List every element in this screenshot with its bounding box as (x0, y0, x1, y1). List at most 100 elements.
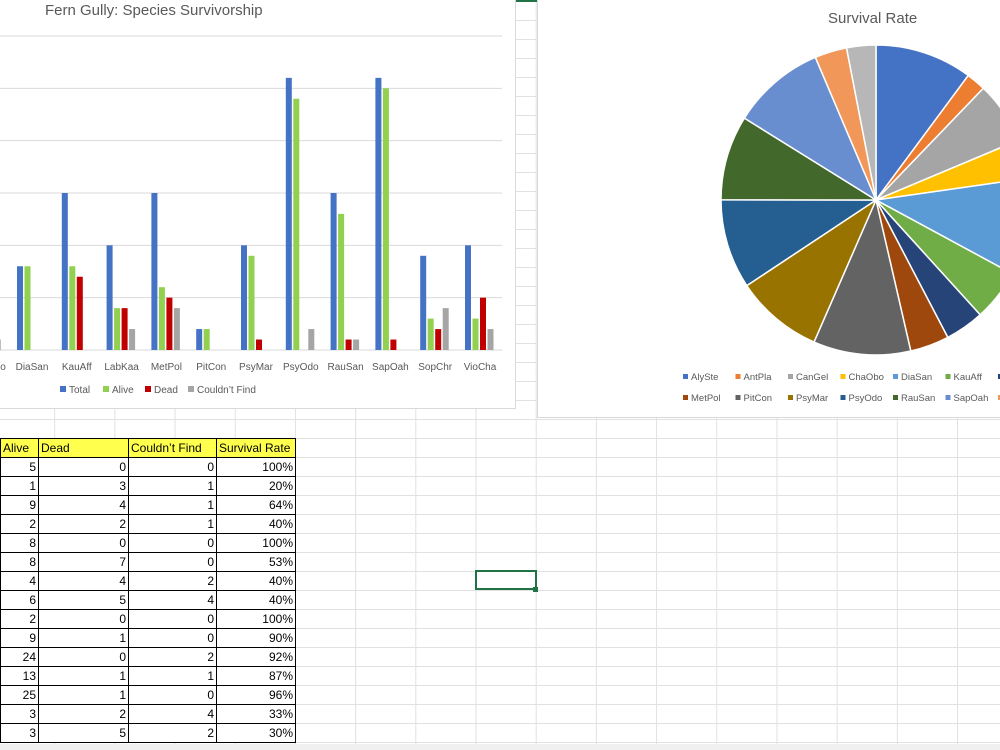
table-cell[interactable]: 0 (128, 552, 217, 572)
x-tick-label: PsyOdo (283, 362, 319, 373)
table-cell[interactable]: 100% (216, 609, 296, 629)
table-cell[interactable]: 64% (216, 495, 296, 515)
bar-SapOah-2 (390, 339, 397, 350)
table-cell[interactable]: 0 (38, 533, 129, 553)
legend-swatch (188, 386, 194, 392)
pie-chart-title: Survival Rate (828, 10, 918, 27)
legend-label: RauSan (901, 393, 935, 404)
bar-DiaSan-0 (17, 266, 23, 350)
table-cell[interactable]: 2 (38, 704, 129, 724)
table-cell[interactable]: 4 (128, 704, 217, 724)
legend-swatch (788, 374, 793, 379)
table-cell[interactable]: 0 (128, 457, 217, 477)
table-cell[interactable]: 1 (0, 476, 39, 496)
table-cell[interactable]: 3 (0, 704, 39, 724)
table-cell[interactable]: 9 (0, 495, 39, 515)
table-cell[interactable]: 0 (38, 609, 129, 629)
table-cell[interactable]: 4 (38, 571, 129, 591)
table-cell[interactable]: 100% (216, 457, 296, 477)
table-cell[interactable]: 9 (0, 628, 39, 648)
legend-label: Couldn’t Find (197, 385, 256, 396)
bar-chart[interactable]: Fern Gully: Species Survivorship AlySteA… (0, 0, 516, 409)
table-cell[interactable]: 40% (216, 571, 296, 591)
x-tick-label: PitCon (196, 362, 226, 373)
fill-handle[interactable] (533, 587, 538, 592)
table-cell[interactable]: 87% (216, 666, 296, 686)
table-cell[interactable]: 5 (38, 590, 129, 610)
table-cell[interactable]: 1 (38, 628, 129, 648)
bar-RauSan-3 (353, 339, 360, 350)
table-cell[interactable]: 1 (128, 476, 217, 496)
table-cell[interactable]: 0 (38, 647, 129, 667)
legend-swatch (60, 386, 66, 392)
column-header[interactable]: Survival Rate (216, 438, 296, 458)
table-cell[interactable]: 7 (38, 552, 129, 572)
bar-SapOah-1 (382, 88, 389, 350)
column-header[interactable]: Dead (38, 438, 129, 458)
bar-PsyMar-1 (248, 255, 255, 350)
column-header[interactable]: Couldn’t Find (128, 438, 217, 458)
table-cell[interactable]: 4 (0, 571, 39, 591)
table-cell[interactable]: 13 (0, 666, 39, 686)
bar-MetPol-3 (173, 308, 180, 350)
bar-VioCha-2 (480, 297, 486, 350)
table-cell[interactable]: 8 (0, 533, 39, 553)
table-cell[interactable]: 6 (0, 590, 39, 610)
table-cell[interactable]: 96% (216, 685, 296, 705)
table-cell[interactable]: 3 (0, 723, 39, 743)
table-row: 9 4 1 64% (0, 495, 296, 515)
legend-swatch (998, 395, 1000, 400)
bar-chart-title: Fern Gully: Species Survivorship (45, 2, 263, 19)
table-cell[interactable]: 2 (128, 723, 217, 743)
bar-PsyOdo-0 (285, 77, 292, 350)
table-cell[interactable]: 24 (0, 647, 39, 667)
table-cell[interactable]: 1 (128, 514, 217, 534)
bar-SopChr-0 (420, 255, 427, 350)
legend-label: PsyOdo (849, 393, 883, 404)
table-cell[interactable]: 2 (128, 647, 217, 667)
table-cell[interactable]: 25 (0, 685, 39, 705)
table-cell[interactable]: 1 (128, 495, 217, 515)
table-cell[interactable]: 1 (38, 666, 129, 686)
legend-swatch (945, 374, 951, 379)
bar-LabKaa-0 (106, 245, 113, 350)
table-cell[interactable]: 100% (216, 533, 296, 553)
table-cell[interactable]: 0 (38, 457, 129, 477)
pie-slice-PitCon (813, 197, 912, 356)
table-cell[interactable]: 40% (216, 514, 296, 534)
table-cell[interactable]: 2 (0, 514, 39, 534)
table-cell[interactable]: 90% (216, 628, 296, 648)
table-cell[interactable]: 20% (216, 476, 296, 496)
table-cell[interactable]: 92% (216, 647, 296, 667)
x-tick-label: SopChr (418, 362, 453, 373)
table-cell[interactable]: 0 (128, 628, 217, 648)
legend-swatch (735, 374, 741, 379)
table-cell[interactable]: 1 (128, 666, 217, 686)
table-cell[interactable]: 3 (38, 476, 129, 496)
bar-SopChr-3 (442, 308, 449, 350)
table-cell[interactable]: 1 (38, 685, 129, 705)
table-cell[interactable]: 2 (0, 609, 39, 629)
table-cell[interactable]: 8 (0, 552, 39, 572)
table-cell[interactable]: 0 (128, 685, 217, 705)
table-cell[interactable]: 40% (216, 590, 296, 610)
table-cell[interactable]: 2 (38, 514, 129, 534)
table-cell[interactable]: 30% (216, 723, 296, 743)
table-cell[interactable]: 53% (216, 552, 296, 572)
table-cell[interactable]: 5 (38, 723, 129, 743)
x-tick-label: MetPol (151, 362, 182, 373)
bar-MetPol-2 (166, 297, 173, 350)
column-header[interactable]: Alive (0, 438, 39, 458)
bar-RauSan-1 (338, 213, 345, 350)
table-cell[interactable]: 4 (38, 495, 129, 515)
pie-chart[interactable]: Survival Rate AlySte AntPla CanGel ChaObo Di… (537, 0, 1000, 418)
table-cell[interactable]: 4 (128, 590, 217, 610)
bar-DiaSan-1 (24, 266, 31, 350)
table-cell[interactable]: 2 (128, 571, 217, 591)
table-cell[interactable]: 0 (128, 533, 217, 553)
selected-cell[interactable] (475, 570, 537, 590)
legend-label: AntPla (744, 372, 773, 383)
table-cell[interactable]: 0 (128, 609, 217, 629)
table-cell[interactable]: 5 (0, 457, 39, 477)
table-cell[interactable]: 33% (216, 704, 296, 724)
